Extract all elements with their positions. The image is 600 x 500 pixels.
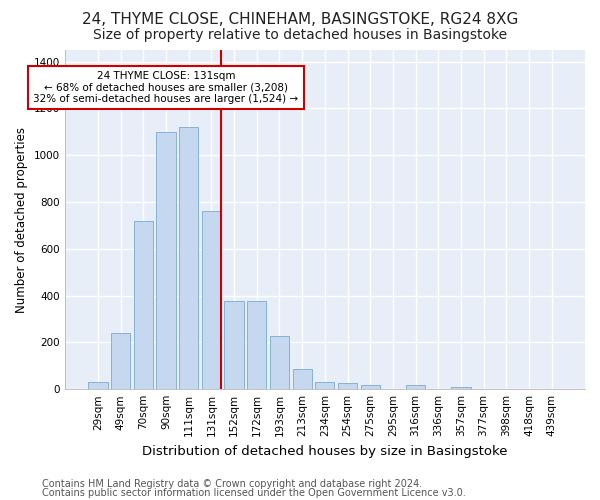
Bar [361,385,380,389]
Bar [224,302,244,389]
Bar [247,302,266,389]
Y-axis label: Number of detached properties: Number of detached properties [15,126,28,312]
Bar [88,382,107,389]
Bar [315,382,334,389]
Bar [338,384,357,389]
Bar [406,385,425,389]
Bar [451,387,470,389]
Text: 24, THYME CLOSE, CHINEHAM, BASINGSTOKE, RG24 8XG: 24, THYME CLOSE, CHINEHAM, BASINGSTOKE, … [82,12,518,28]
Text: Contains HM Land Registry data © Crown copyright and database right 2024.: Contains HM Land Registry data © Crown c… [42,479,422,489]
Text: Contains public sector information licensed under the Open Government Licence v3: Contains public sector information licen… [42,488,466,498]
Bar [179,127,199,389]
Bar [157,132,176,389]
Bar [134,221,153,389]
Bar [202,212,221,389]
X-axis label: Distribution of detached houses by size in Basingstoke: Distribution of detached houses by size … [142,444,508,458]
Bar [293,370,312,389]
Bar [270,336,289,389]
Bar [111,333,130,389]
Text: 24 THYME CLOSE: 131sqm
← 68% of detached houses are smaller (3,208)
32% of semi-: 24 THYME CLOSE: 131sqm ← 68% of detached… [34,71,299,104]
Text: Size of property relative to detached houses in Basingstoke: Size of property relative to detached ho… [93,28,507,42]
